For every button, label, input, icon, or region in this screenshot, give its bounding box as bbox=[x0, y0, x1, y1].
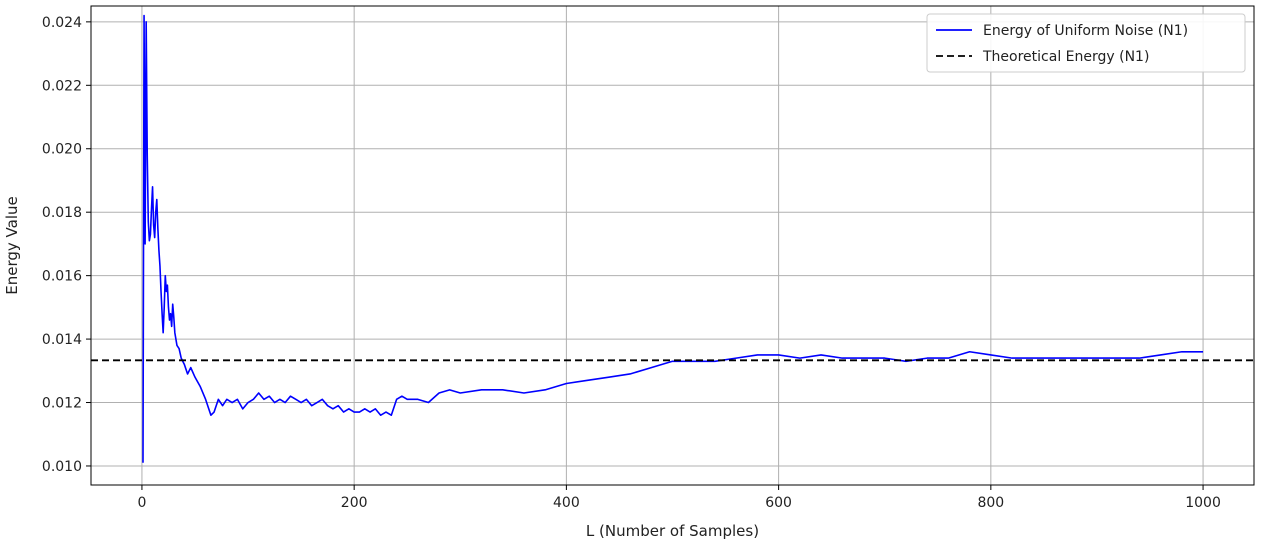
x-tick-label: 1000 bbox=[1185, 495, 1221, 511]
x-tick-label: 0 bbox=[137, 495, 146, 511]
legend-label-theoretical: Theoretical Energy (N1) bbox=[982, 49, 1149, 65]
legend: Energy of Uniform Noise (N1) Theoretical… bbox=[926, 13, 1246, 73]
y-tick-label: 0.020 bbox=[42, 142, 82, 158]
y-axis-label: Energy Value bbox=[3, 196, 21, 294]
y-tick-label: 0.014 bbox=[42, 332, 82, 348]
legend-box bbox=[926, 13, 1246, 73]
y-tick-label: 0.024 bbox=[42, 15, 82, 31]
grid-lines bbox=[91, 6, 1254, 485]
x-axis-ticks: 0 200 400 600 800 1000 bbox=[137, 485, 1221, 511]
y-tick-label: 0.010 bbox=[42, 459, 82, 475]
y-axis-ticks: 0.010 0.012 0.014 0.016 0.018 0.020 0.022 0.024 bbox=[42, 15, 91, 475]
x-tick-label: 200 bbox=[341, 495, 368, 511]
legend-label-energy: Energy of Uniform Noise (N1) bbox=[983, 23, 1188, 39]
y-tick-label: 0.018 bbox=[42, 205, 82, 221]
x-tick-label: 400 bbox=[553, 495, 580, 511]
y-tick-label: 0.022 bbox=[42, 78, 82, 94]
series-lines bbox=[91, 14, 1254, 463]
x-axis-label: L (Number of Samples) bbox=[586, 522, 759, 540]
plot-frame bbox=[90, 5, 1255, 486]
energy-series-line bbox=[142, 14, 1204, 463]
y-tick-label: 0.016 bbox=[42, 269, 82, 285]
x-tick-label: 800 bbox=[977, 495, 1004, 511]
x-tick-label: 600 bbox=[765, 495, 792, 511]
y-tick-label: 0.012 bbox=[42, 396, 82, 412]
